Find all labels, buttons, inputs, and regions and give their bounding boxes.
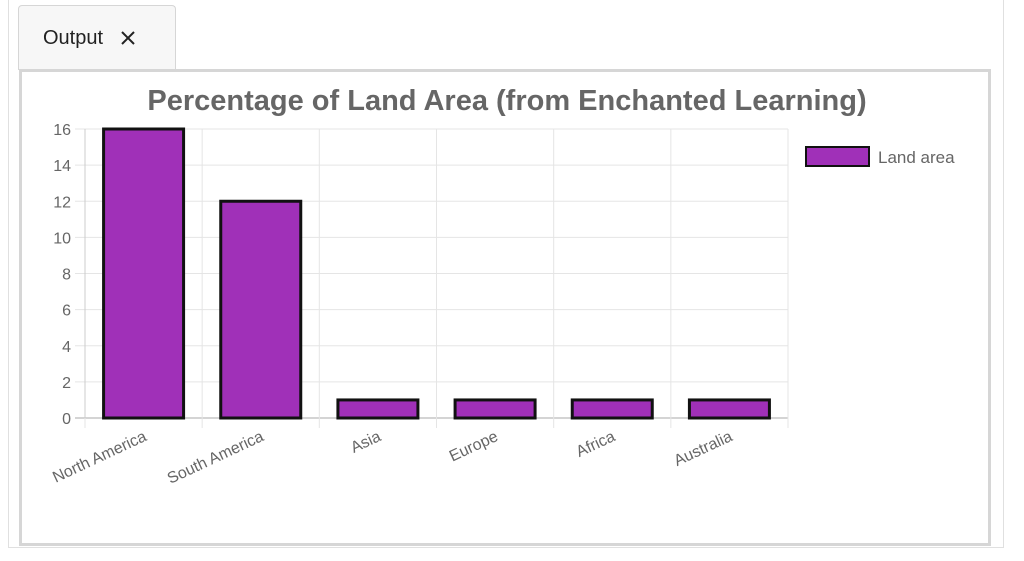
bars (102, 127, 771, 420)
bar-south-america (219, 199, 303, 420)
output-window-frame (8, 0, 1004, 548)
x-tick-label: Australia (672, 428, 736, 470)
x-tick-label: Asia (348, 428, 383, 457)
y-tick-label: 4 (62, 339, 71, 356)
tab-output[interactable]: Output (18, 5, 176, 70)
y-tick-label: 12 (53, 194, 71, 211)
chart-grid (75, 128, 789, 428)
x-tick-label: Africa (574, 428, 618, 461)
close-icon[interactable] (117, 27, 139, 49)
y-tick-label: 16 (53, 122, 71, 139)
bar-north-america (102, 127, 186, 420)
y-tick-label: 8 (62, 267, 71, 284)
x-tick-label: South America (165, 428, 267, 487)
y-tick-label: 10 (53, 230, 71, 247)
x-axis-labels: North America South America Asia Europe Afri… (50, 428, 735, 487)
x-tick-label: North America (50, 428, 149, 486)
tab-output-label: Output (43, 26, 104, 49)
chart-title: Percentage of Land Area (from Enchanted … (147, 85, 866, 117)
bar-australia (687, 398, 771, 420)
bar-europe (453, 398, 537, 420)
bar-asia (336, 398, 420, 420)
bar-chart: Percentage of Land Area (from Enchanted … (50, 85, 955, 488)
legend-swatch (805, 146, 870, 167)
legend-label: Land area (878, 148, 955, 167)
legend: Land area (805, 146, 955, 167)
output-panel: Percentage of Land Area (from Enchanted … (19, 69, 991, 546)
y-tick-label: 0 (62, 411, 71, 428)
y-axis-labels: 0 2 4 6 8 10 12 14 16 (53, 122, 71, 428)
y-tick-label: 6 (62, 303, 71, 320)
y-tick-label: 14 (53, 158, 71, 175)
bar-africa (570, 398, 654, 420)
x-tick-label: Europe (447, 428, 501, 465)
y-tick-label: 2 (62, 375, 71, 392)
